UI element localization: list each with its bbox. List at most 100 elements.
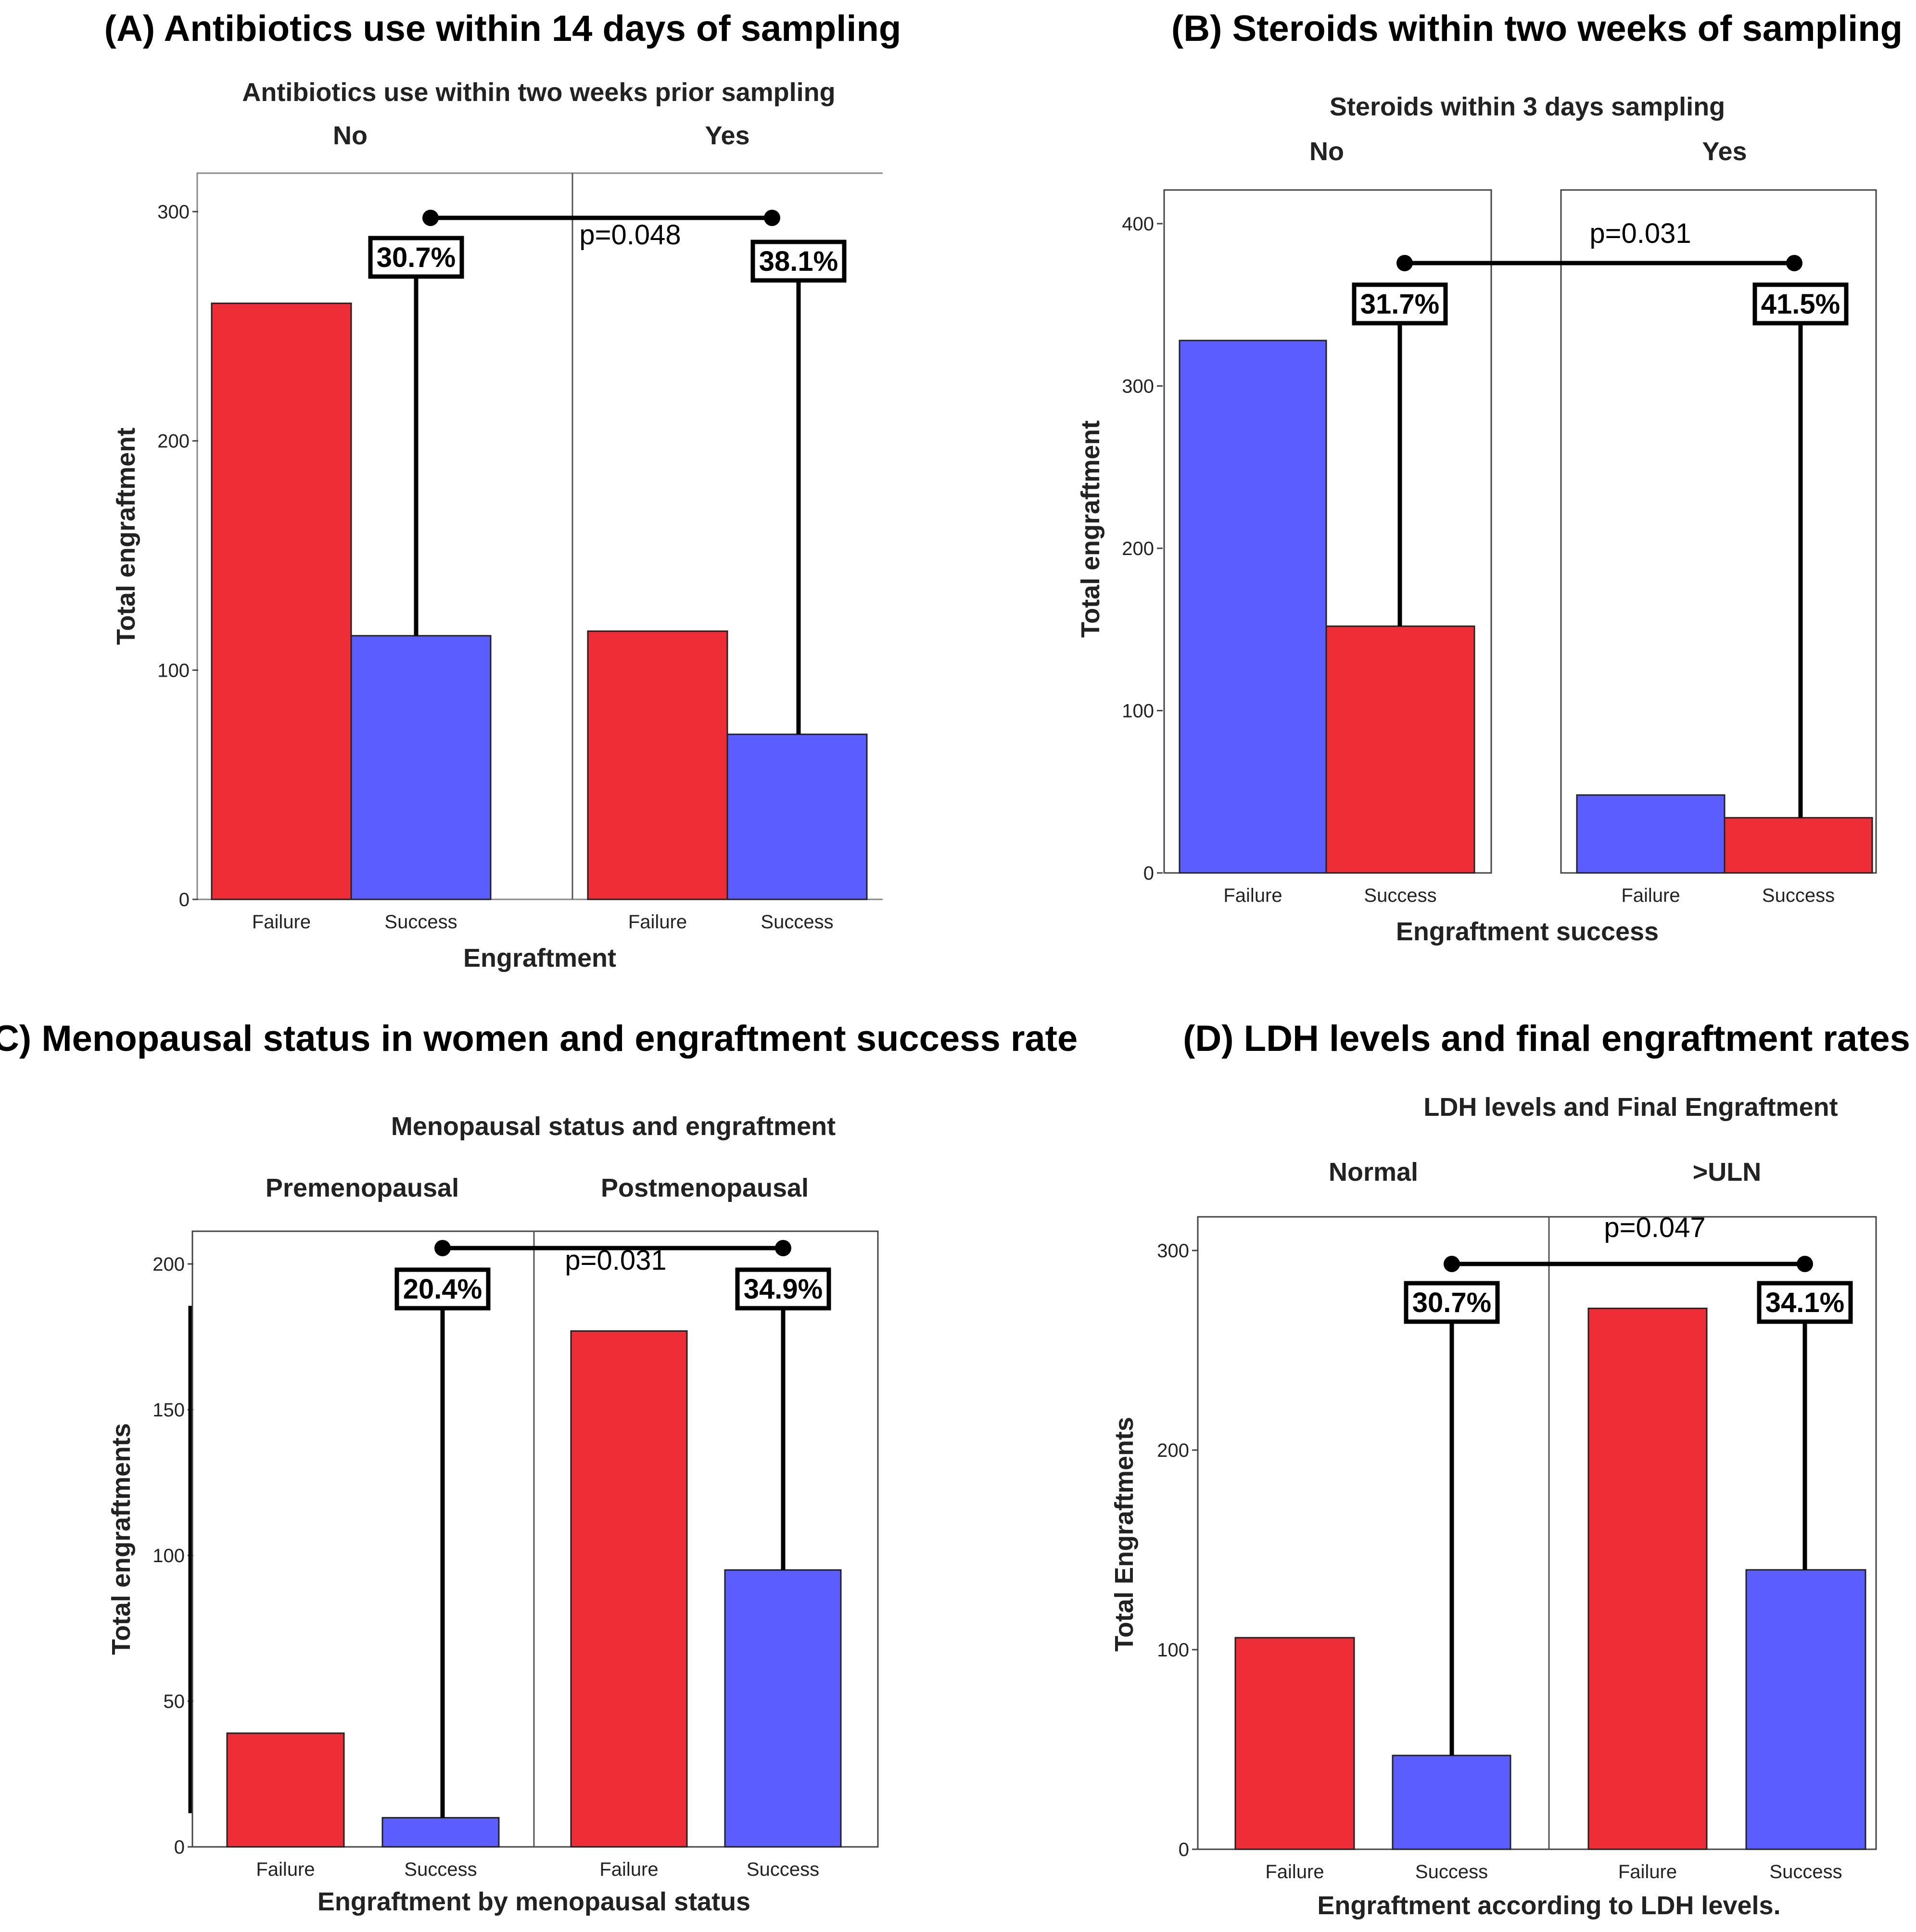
y-tick-label: 200	[152, 1254, 185, 1275]
success-rate-label: 34.1%	[1765, 1287, 1844, 1318]
p-value-label: p=0.031	[1589, 218, 1691, 249]
x-tick-label: Failure	[1618, 1861, 1677, 1882]
success-rate-box	[1757, 1281, 1853, 1324]
chart-subtitle: Menopausal status and engraftment	[391, 1112, 836, 1141]
chart-subtitle: LDH levels and Final Engraftment	[1423, 1093, 1838, 1122]
comparison-dot	[434, 1240, 451, 1256]
success-rate-box	[1752, 282, 1849, 326]
y-tick-label: 100	[152, 1545, 185, 1566]
success-rate-label: 20.4%	[403, 1274, 482, 1305]
bar-normal-success	[1392, 1755, 1511, 1850]
x-tick-label: Success	[1769, 1861, 1842, 1882]
y-tick-label: 300	[1122, 376, 1154, 397]
p-value-label: p=0.048	[579, 219, 681, 251]
bar-no-failure	[1179, 340, 1327, 874]
x-axis-label: Engraftment success	[1396, 917, 1659, 946]
group-label: Premenopausal	[266, 1174, 459, 1202]
success-rate-label: 30.7%	[1412, 1287, 1491, 1318]
comparison-dot	[1797, 1256, 1813, 1272]
y-tick-label: 150	[152, 1400, 185, 1421]
success-rate-box	[735, 1267, 831, 1311]
chart-subtitle: Steroids within 3 days sampling	[1330, 92, 1725, 121]
x-tick-label: Success	[747, 1859, 819, 1880]
y-tick-label: 200	[157, 431, 190, 452]
bar-postmenopausal-failure	[570, 1330, 688, 1848]
group-label: Normal	[1329, 1158, 1418, 1187]
x-axis-label: Engraftment by menopausal status	[317, 1887, 750, 1916]
y-tick-label: 50	[164, 1691, 185, 1712]
success-rate-box	[368, 236, 464, 279]
comparison-dot	[764, 210, 780, 226]
success-rate-box	[394, 1267, 491, 1311]
chart-panel-b: (B) Steroids within two weeks of samplin…	[1076, 8, 1903, 946]
chart-panel-d: (D) LDH levels and final engraftment rat…	[1110, 1018, 1910, 1920]
x-tick-label: Success	[1415, 1861, 1488, 1882]
x-tick-label: Failure	[1223, 885, 1282, 906]
panel-title: (C) Menopausal status in women and engra…	[0, 1018, 1078, 1059]
y-tick-label: 400	[1122, 214, 1154, 235]
y-tick-label: 0	[1143, 863, 1154, 884]
y-tick-label: 100	[1157, 1640, 1189, 1661]
group-label: No	[1309, 137, 1344, 166]
bar-no-failure	[211, 303, 352, 900]
panel-title: (D) LDH levels and final engraftment rat…	[1183, 1018, 1910, 1059]
bar-premenopausal-failure	[226, 1732, 345, 1848]
group-label: No	[333, 121, 368, 150]
x-tick-label: Success	[761, 911, 833, 933]
comparison-dot	[775, 1240, 791, 1256]
group-label: Yes	[1702, 137, 1747, 166]
x-tick-label: Failure	[1265, 1861, 1324, 1882]
x-tick-label: Failure	[599, 1859, 658, 1880]
bar-yes-success	[726, 733, 868, 900]
x-axis-label: Engraftment according to LDH levels.	[1317, 1891, 1780, 1920]
x-tick-label: Failure	[256, 1859, 315, 1880]
x-tick-label: Success	[1364, 885, 1436, 906]
panel-title: (B) Steroids within two weeks of samplin…	[1171, 8, 1903, 49]
success-rate-label: 41.5%	[1761, 289, 1840, 320]
bar-no-success	[1325, 625, 1475, 874]
chart-panel-c: (C) Menopausal status in women and engra…	[0, 1018, 1078, 1916]
success-rate-box	[750, 240, 847, 283]
bar-uln-success	[1745, 1569, 1866, 1850]
panel-title: (A) Antibiotics use within 14 days of sa…	[104, 8, 901, 49]
success-rate-box	[1352, 282, 1448, 326]
bar-postmenopausal-success	[724, 1569, 842, 1848]
y-axis-label: Total Engraftments	[1110, 1417, 1139, 1652]
bar-no-success	[350, 635, 492, 900]
comparison-dot	[1396, 255, 1413, 271]
bar-normal-failure	[1234, 1637, 1355, 1850]
bar-uln-failure	[1587, 1307, 1708, 1850]
chart-subtitle: Antibiotics use within two weeks prior s…	[242, 78, 835, 107]
y-tick-label: 0	[1179, 1839, 1189, 1860]
y-tick-label: 100	[1122, 701, 1154, 722]
y-axis-label: Total engraftment	[112, 428, 140, 645]
y-tick-label: 0	[174, 1837, 185, 1858]
x-tick-label: Failure	[1621, 885, 1680, 906]
success-rate-box	[1404, 1281, 1500, 1324]
x-tick-label: Success	[1762, 885, 1835, 906]
x-axis-label: Engraftment	[463, 944, 616, 972]
p-value-label: p=0.031	[565, 1245, 666, 1276]
success-rate-label: 31.7%	[1360, 289, 1439, 320]
comparison-dot	[422, 210, 439, 226]
group-label: Postmenopausal	[601, 1174, 809, 1202]
x-tick-label: Success	[404, 1859, 477, 1880]
plot-frame	[191, 1230, 879, 1848]
success-rate-label: 38.1%	[759, 246, 838, 277]
y-tick-label: 0	[179, 889, 190, 910]
y-tick-label: 200	[1122, 538, 1154, 559]
chart-panel-a: (A) Antibiotics use within 14 days of sa…	[104, 8, 901, 972]
y-axis-label: Total engraftments	[107, 1423, 136, 1655]
bar-yes-success	[1724, 817, 1873, 874]
bar-yes-failure	[587, 630, 728, 900]
group-label: Yes	[705, 121, 749, 150]
comparison-dot	[1786, 255, 1802, 271]
y-tick-label: 100	[157, 660, 190, 681]
x-tick-label: Failure	[628, 911, 687, 933]
y-tick-label: 300	[157, 202, 190, 223]
plot-frame	[1197, 1216, 1877, 1850]
success-rate-label: 30.7%	[377, 242, 456, 273]
x-tick-label: Success	[384, 911, 457, 933]
p-value-label: p=0.047	[1604, 1212, 1705, 1243]
